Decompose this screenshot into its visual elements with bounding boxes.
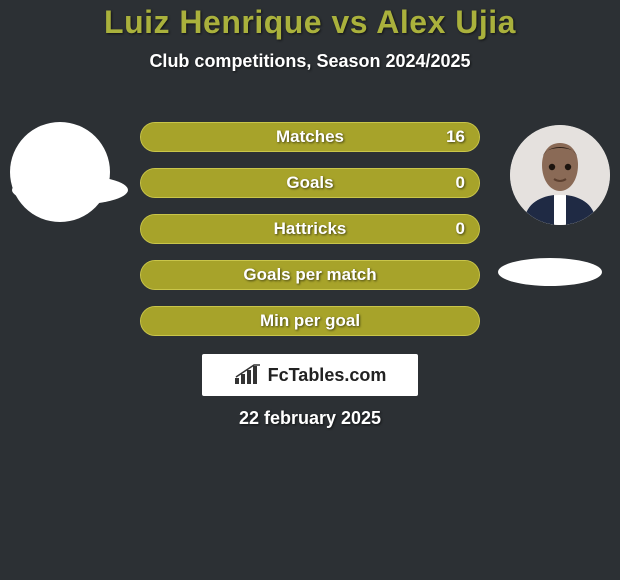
- stat-label: Goals: [141, 169, 479, 197]
- stat-label: Matches: [141, 123, 479, 151]
- brand-text: FcTables.com: [268, 365, 387, 386]
- brand-badge: FcTables.com: [202, 354, 418, 396]
- bar-chart-icon: [234, 364, 262, 386]
- stat-row: Goals0: [140, 168, 480, 198]
- person-icon: [510, 125, 610, 225]
- page-subtitle: Club competitions, Season 2024/2025: [0, 51, 620, 72]
- content-wrapper: Luiz Henrique vs Alex Ujia Club competit…: [0, 0, 620, 72]
- stat-row: Goals per match: [140, 260, 480, 290]
- stat-value-right: 16: [446, 123, 465, 151]
- decorative-blob: [498, 258, 602, 286]
- stat-value-right: 0: [456, 215, 465, 243]
- stat-label: Goals per match: [141, 261, 479, 289]
- date-text: 22 february 2025: [0, 408, 620, 429]
- decorative-blob: [12, 175, 128, 205]
- stat-value-right: 0: [456, 169, 465, 197]
- page-title: Luiz Henrique vs Alex Ujia: [0, 4, 620, 41]
- stats-container: Matches16Goals0Hattricks0Goals per match…: [140, 122, 480, 352]
- stat-label: Hattricks: [141, 215, 479, 243]
- stat-row: Hattricks0: [140, 214, 480, 244]
- stat-row: Min per goal: [140, 306, 480, 336]
- avatar-left: [10, 122, 110, 222]
- stat-row: Matches16: [140, 122, 480, 152]
- stat-label: Min per goal: [141, 307, 479, 335]
- avatar-right: [510, 125, 610, 225]
